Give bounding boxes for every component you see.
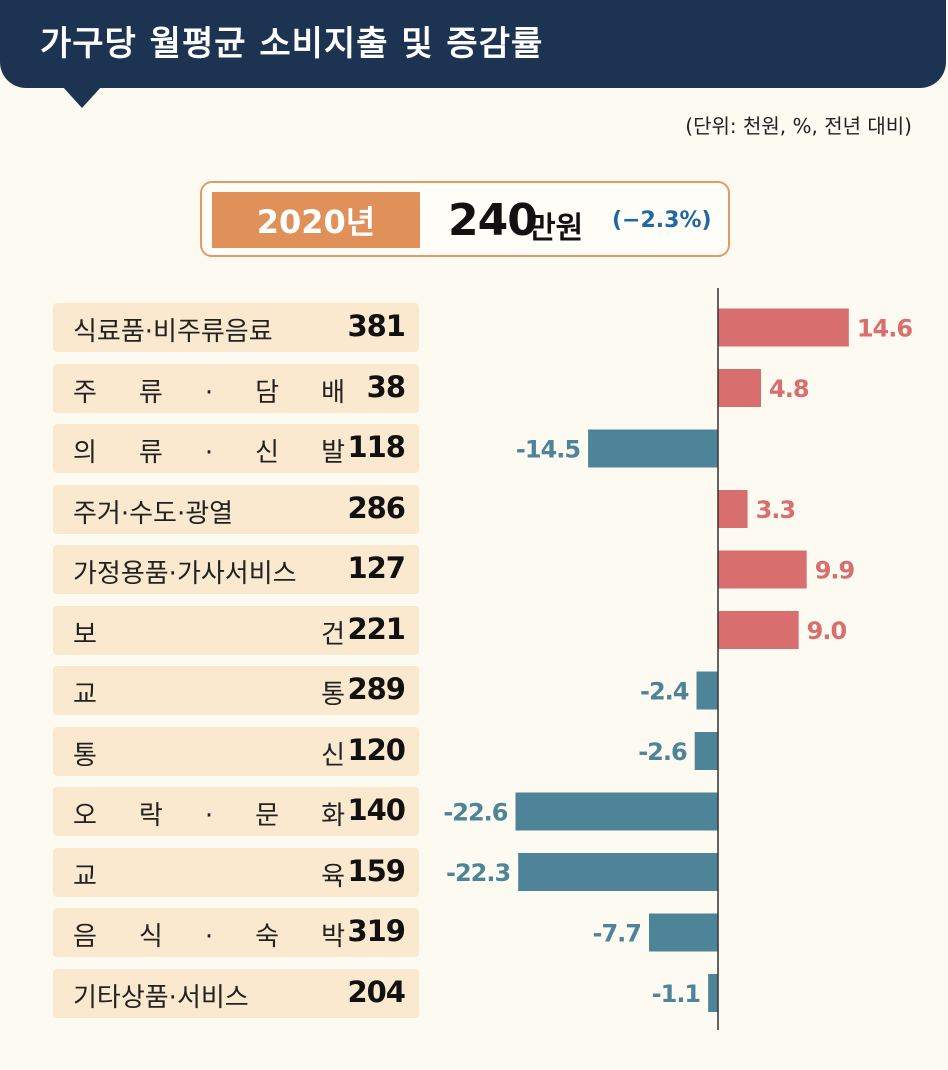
category-row: 주 류 · 담 배 38 (53, 363, 419, 413)
category-amount: 289 (347, 672, 406, 706)
bar-value-label: -22.6 (443, 799, 507, 827)
category-amount: 286 (347, 490, 406, 525)
category-name: 주거·수도·광열 (73, 498, 234, 527)
summary-total-unit: 만원 (528, 211, 584, 246)
category-amount: 381 (347, 309, 406, 343)
summary-box: 2020년 240 만원 (−2.3%) (200, 181, 730, 257)
bar-positive (718, 308, 849, 347)
category-name: 오 락 · 문 화 (73, 801, 345, 829)
category-row: 음 식 · 숙 박 319 (53, 908, 419, 957)
bar-value-label: 9.0 (807, 617, 847, 645)
bar-value-label: -2.4 (640, 678, 689, 706)
bar-value-label: 14.6 (857, 315, 913, 343)
bar-value-label: -2.6 (638, 738, 687, 766)
bar-negative (588, 429, 718, 468)
category-amount: 118 (347, 430, 406, 464)
bar-negative (708, 974, 718, 1012)
category-name: 교 통 (73, 680, 345, 708)
bar-negative (694, 732, 718, 770)
category-name: 교 육 (73, 861, 345, 890)
chart-title: 가구당 월평균 소비지출 및 증감률 (40, 24, 544, 64)
category-row: 보 건 221 (53, 605, 419, 655)
bar-negative (515, 792, 718, 831)
category-row: 통 신 120 (53, 726, 419, 776)
category-amount: 204 (347, 974, 406, 1009)
category-amount: 120 (347, 732, 406, 767)
category-name: 통 신 (73, 740, 345, 769)
category-row: 기타상품·서비스 204 (53, 968, 419, 1018)
bar-positive (718, 490, 748, 528)
category-row: 식료품·비주류음료 381 (53, 303, 419, 352)
summary-total-value: 240 (448, 195, 538, 246)
title-banner-pointer (62, 86, 102, 108)
category-name: 식료품·비주류음료 (73, 317, 273, 345)
category-row: 오 락 · 문 화 140 (53, 787, 419, 836)
category-name: 보 건 (73, 619, 345, 648)
bar-negative (649, 913, 718, 952)
category-row: 가정용품·가사서비스 127 (53, 545, 419, 594)
category-amount: 159 (347, 853, 406, 888)
bar-value-label: -7.7 (593, 920, 641, 948)
title-banner: 가구당 월평균 소비지출 및 증감률 (0, 0, 946, 88)
category-amount: 140 (347, 793, 406, 827)
category-row: 주거·수도·광열 286 (53, 484, 419, 534)
category-name: 가정용품·가사서비스 (73, 559, 297, 587)
category-amount: 38 (366, 369, 406, 404)
summary-year-badge: 2020년 (212, 192, 420, 248)
bar-positive (718, 550, 807, 589)
category-amount: 319 (347, 914, 406, 948)
unit-note: (단위: 천원, %, 전년 대비) (685, 114, 912, 138)
category-row: 교 육 159 (53, 847, 419, 897)
category-row: 의 류 · 신 발 118 (53, 424, 419, 473)
bar-negative (696, 671, 718, 710)
category-name: 기타상품·서비스 (73, 982, 249, 1011)
bar-value-label: -14.5 (516, 436, 580, 464)
category-amount: 127 (347, 551, 406, 585)
bar-value-label: -1.1 (652, 980, 701, 1008)
category-amount: 221 (347, 611, 406, 646)
bar-value-label: 4.8 (769, 375, 809, 403)
bar-negative (518, 853, 718, 891)
bar-value-label: 3.3 (756, 496, 796, 524)
category-name: 음 식 · 숙 박 (73, 922, 345, 950)
bar-value-label: 9.9 (815, 557, 855, 585)
bar-positive (718, 611, 799, 649)
bar-positive (718, 369, 762, 407)
summary-change-rate: (−2.3%) (612, 208, 712, 233)
category-name: 의 류 · 신 발 (73, 438, 345, 466)
category-row: 교 통 289 (53, 666, 419, 715)
category-name: 주 류 · 담 배 (73, 377, 345, 406)
bar-value-label: -22.3 (446, 859, 510, 887)
